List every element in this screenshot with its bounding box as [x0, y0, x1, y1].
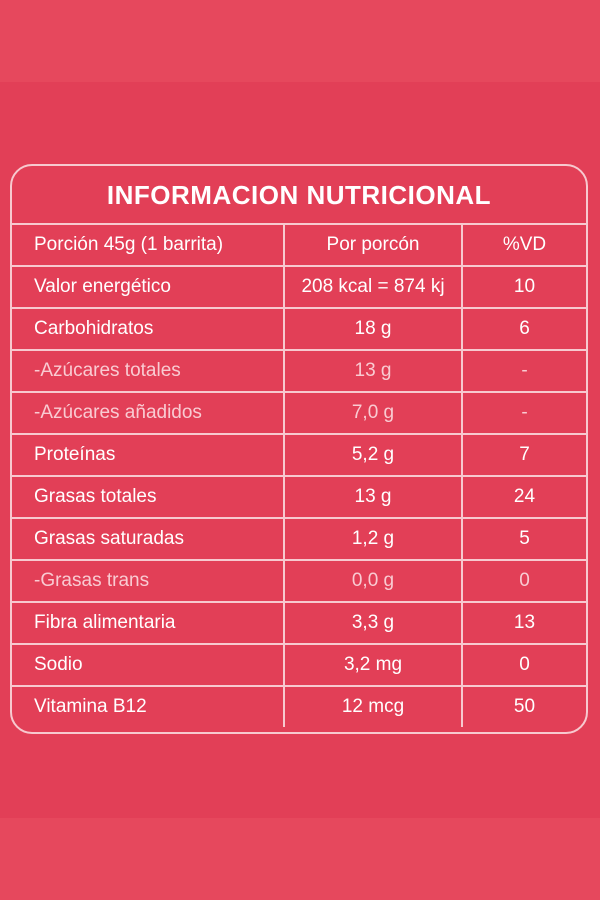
table-row: Grasas saturadas 1,2 g 5: [12, 517, 586, 560]
nutrient-name: -Azúcares totales: [12, 349, 284, 392]
nutrient-amount: 7,0 g: [283, 391, 462, 434]
nutrient-vd: 50: [461, 685, 586, 727]
nutrient-name: Fibra alimentaria: [12, 601, 284, 644]
nutrient-name: -Azúcares añadidos: [12, 391, 284, 434]
nutrient-amount: 18 g: [283, 307, 462, 350]
table-row: -Azúcares totales 13 g -: [12, 349, 586, 392]
nutrient-vd: 10: [461, 265, 586, 308]
table-row: Valor energético 208 kcal = 874 kj 10: [12, 265, 586, 308]
nutrient-vd: 13: [461, 601, 586, 644]
nutrient-name: -Grasas trans: [12, 559, 284, 602]
background-band-bottom: [0, 818, 600, 900]
nutrient-vd: -: [461, 391, 586, 434]
nutrient-amount: 1,2 g: [283, 517, 462, 560]
nutrient-vd: 0: [461, 643, 586, 686]
nutrient-name: Carbohidratos: [12, 307, 284, 350]
nutrient-name: Proteínas: [12, 433, 284, 476]
nutrient-name: Valor energético: [12, 265, 284, 308]
nutrient-name: Vitamina B12: [12, 685, 284, 727]
nutrient-amount: 12 mcg: [283, 685, 462, 727]
table-row: Carbohidratos 18 g 6: [12, 307, 586, 350]
table-row: Grasas totales 13 g 24: [12, 475, 586, 518]
nutrient-name: Grasas saturadas: [12, 517, 284, 560]
table-row: Sodio 3,2 mg 0: [12, 643, 586, 686]
header-portion: Porción 45g (1 barrita): [12, 223, 284, 266]
nutrient-name: Sodio: [12, 643, 284, 686]
nutrient-amount: 13 g: [283, 475, 462, 518]
nutrition-table: Porción 45g (1 barrita) Por porcón %VD V…: [12, 223, 586, 727]
nutrient-vd: 7: [461, 433, 586, 476]
nutrient-vd: 6: [461, 307, 586, 350]
table-row: -Grasas trans 0,0 g 0: [12, 559, 586, 602]
nutrient-amount: 208 kcal = 874 kj: [283, 265, 462, 308]
nutrition-facts-panel: INFORMACION NUTRICIONAL Porción 45g (1 b…: [10, 164, 588, 734]
header-daily-value: %VD: [461, 223, 586, 266]
nutrient-amount: 0,0 g: [283, 559, 462, 602]
table-header-row: Porción 45g (1 barrita) Por porcón %VD: [12, 223, 586, 266]
nutrient-vd: 5: [461, 517, 586, 560]
panel-title: INFORMACION NUTRICIONAL: [106, 180, 492, 210]
table-row: -Azúcares añadidos 7,0 g -: [12, 391, 586, 434]
nutrient-vd: -: [461, 349, 586, 392]
nutrient-vd: 24: [461, 475, 586, 518]
nutrient-amount: 5,2 g: [283, 433, 462, 476]
nutrient-amount: 3,2 mg: [283, 643, 462, 686]
nutrient-amount: 3,3 g: [283, 601, 462, 644]
table-row: Fibra alimentaria 3,3 g 13: [12, 601, 586, 644]
nutrient-amount: 13 g: [283, 349, 462, 392]
nutrient-vd: 0: [461, 559, 586, 602]
background-band-top: [0, 0, 600, 82]
header-per-serving: Por porcón: [283, 223, 462, 266]
table-row: Vitamina B12 12 mcg 50: [12, 685, 586, 727]
table-row: Proteínas 5,2 g 7: [12, 433, 586, 476]
nutrient-name: Grasas totales: [12, 475, 284, 518]
